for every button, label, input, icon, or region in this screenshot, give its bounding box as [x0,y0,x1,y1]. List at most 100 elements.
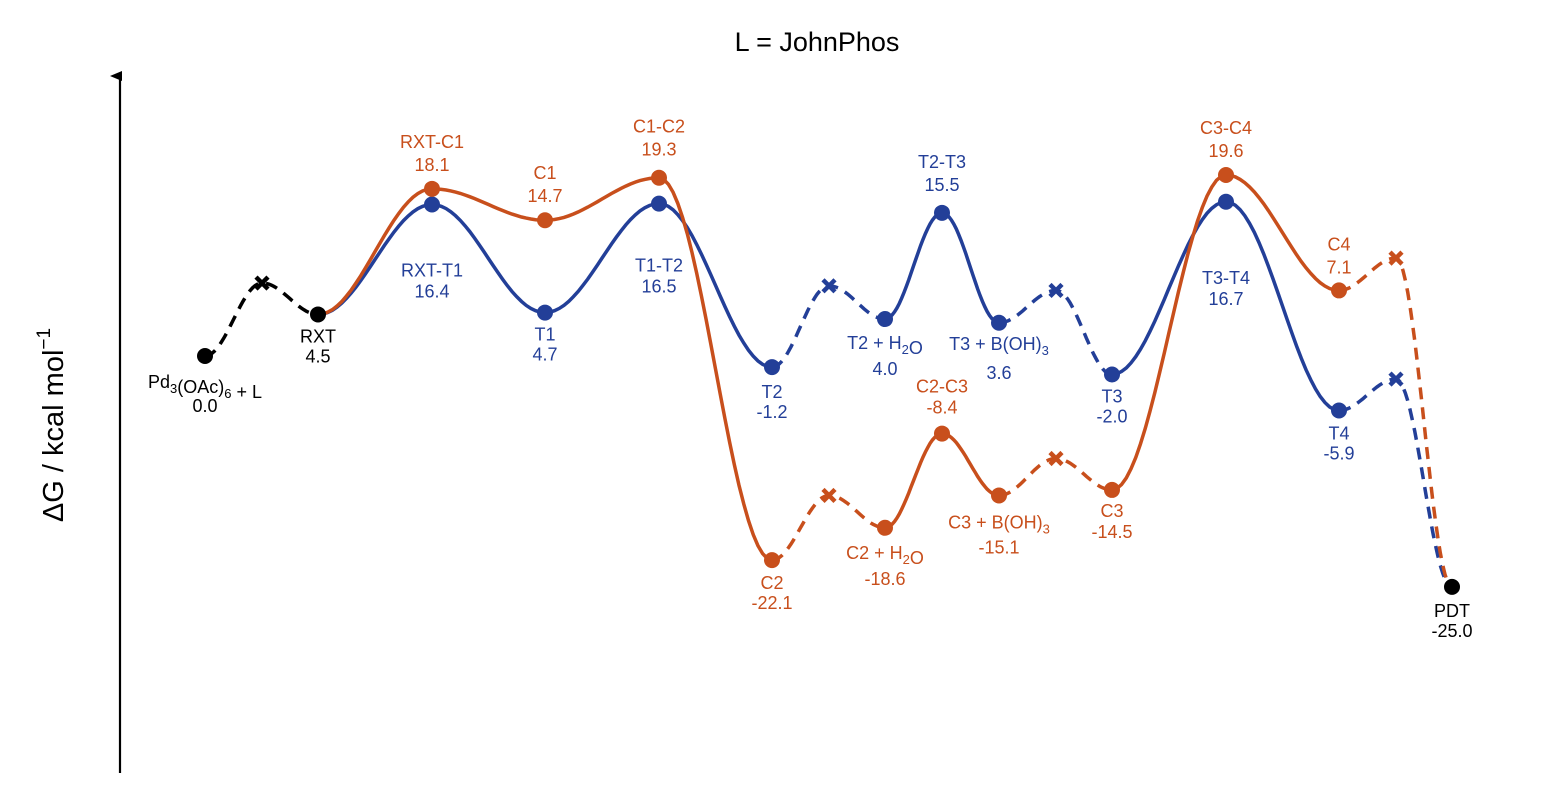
markers-layer [197,166,1460,595]
common-point-name: Pd3(OAc)6 + L [148,372,262,402]
series-C-point-name: C1 [533,163,556,183]
series-T-point-name-subscript: 2 [902,342,909,357]
series-T-point-name: T1-T2 [635,256,683,276]
series-C-cross-marker [1388,250,1404,266]
series-C-point-value: -15.1 [978,537,1019,557]
y-axis-label-text: ΔG / kcal mol [38,350,70,522]
series-T-line [884,211,1000,325]
series-T-point [1331,402,1347,419]
series-T-point-name-part: T2 + H [847,333,902,353]
series-T-point-name: T3-T4 [1202,268,1250,288]
series-C-line [1111,173,1340,492]
series-T-point-name-part: T2 [761,382,782,402]
series-C-cross-marker [1048,450,1064,467]
series-C-point-name-part: RXT-C1 [400,132,464,152]
series-T-point [1104,366,1120,383]
series-T-point-value: 16.5 [641,277,676,297]
series-C-point [1331,282,1347,299]
series-C-point [651,169,667,186]
series-C-point-name: C2 + H2O [846,543,924,568]
chart-title: L = JohnPhos [735,27,900,57]
series-T-point-name: T2-T3 [918,152,966,172]
series-C-point-name-subscript: 2 [903,552,910,567]
series-T-point-name-part: O [909,338,923,358]
series-C-point-value: -8.4 [926,398,957,418]
series-T-point-name-part: T1-T2 [635,256,683,276]
series-T-dashed-line [998,288,1113,377]
series-T-point-name-part: T2-T3 [918,152,966,172]
series-C-point-name: C3 [1100,501,1123,521]
series-T-point-name: T3 [1101,386,1122,406]
common-point-name-part: (OAc) [177,377,224,397]
series-C-point-name: C2 [760,573,783,593]
series-C-point-value: -22.1 [751,593,792,613]
series-C-point [424,180,440,197]
series-C-point-name-part: C2-C3 [916,377,968,397]
series-T-point-value: -2.0 [1096,406,1127,426]
common-point-name-subscript: 6 [224,386,231,401]
series-C-point-name-part: C2 + H [846,543,903,563]
series-C-point-name-part: C2 [760,573,783,593]
series-T-point-name: T2 [761,382,782,402]
series-T-point-name-part: T1 [534,325,555,345]
series-C-point-name-part: O [910,548,924,568]
common-point-value: 4.5 [305,346,330,366]
series-T-point-value: 4.0 [872,359,897,379]
series-C-point [877,519,893,536]
series-T-point-value: 15.5 [924,175,959,195]
common-point [197,348,213,364]
series-C-point-name-part: C4 [1327,234,1350,254]
series-C-point-name: C4 [1327,234,1350,254]
series-C-point-name-part: C1-C2 [633,117,685,137]
series-C-point [934,425,950,442]
series-T-point [424,196,440,213]
series-T-point-name: T2 + H2O [847,333,923,358]
series-C-point [991,487,1007,504]
series-C-point [764,552,780,569]
series-C-point-name: C3-C4 [1200,118,1252,138]
common-point-name-part: Pd [148,372,170,392]
series-T-point-name-part: RXT-T1 [401,261,463,281]
series-T-cross-marker [821,278,837,294]
series-C-dashed-line [998,456,1113,498]
series-C-point-name-part: C3 + B(OH) [948,512,1043,532]
series-C-point-value: -18.6 [864,569,905,589]
common-point-name-subscript: 3 [170,381,177,396]
series-C-point [537,212,553,229]
series-T-point-value: 16.7 [1208,289,1243,309]
series-T-point [991,314,1007,331]
series-C-point [1104,481,1120,498]
series-C-point-name: C2-C3 [916,377,968,397]
y-axis-label-exponent: −1 [34,328,55,350]
common-point [1444,578,1460,595]
series-T-cross-marker [1388,371,1404,387]
series-C-point-value: 7.1 [1326,257,1351,277]
series-T-point-name: T3 + B(OH)3 [949,334,1049,358]
common-point-value: -25.0 [1431,621,1472,641]
start-dashed-path [204,281,319,358]
series-T-point-name: RXT-T1 [401,261,463,281]
series-T-cross-marker [1048,282,1064,299]
start-cross-marker [254,275,270,291]
series-T-dashed-line [1338,377,1453,589]
series-T-point [934,204,950,221]
series-C-point-name-part: C3-C4 [1200,118,1252,138]
series-C-cross-marker [821,487,837,504]
series-C-point-value: 19.6 [1208,141,1243,161]
common-point-name: RXT [300,326,336,346]
common-point-name-part: PDT [1434,601,1470,621]
series-T-point-name-part: T4 [1328,423,1349,443]
series-T-point-name: T1 [534,325,555,345]
series-C-point-name: C3 + B(OH)3 [948,512,1050,536]
common-point-name: PDT [1434,601,1470,621]
series-T-dashed-line [771,284,886,369]
series-T-point-value: -5.9 [1323,443,1354,463]
series-C-point-name: C1-C2 [633,117,685,137]
curves-layer [204,173,1453,589]
series-T-point-value: -1.2 [756,402,787,422]
series-C-point [1218,166,1234,183]
series-T-point [877,311,893,328]
common-point-name-part: RXT [300,326,336,346]
series-T-point-value: 4.7 [532,345,557,365]
